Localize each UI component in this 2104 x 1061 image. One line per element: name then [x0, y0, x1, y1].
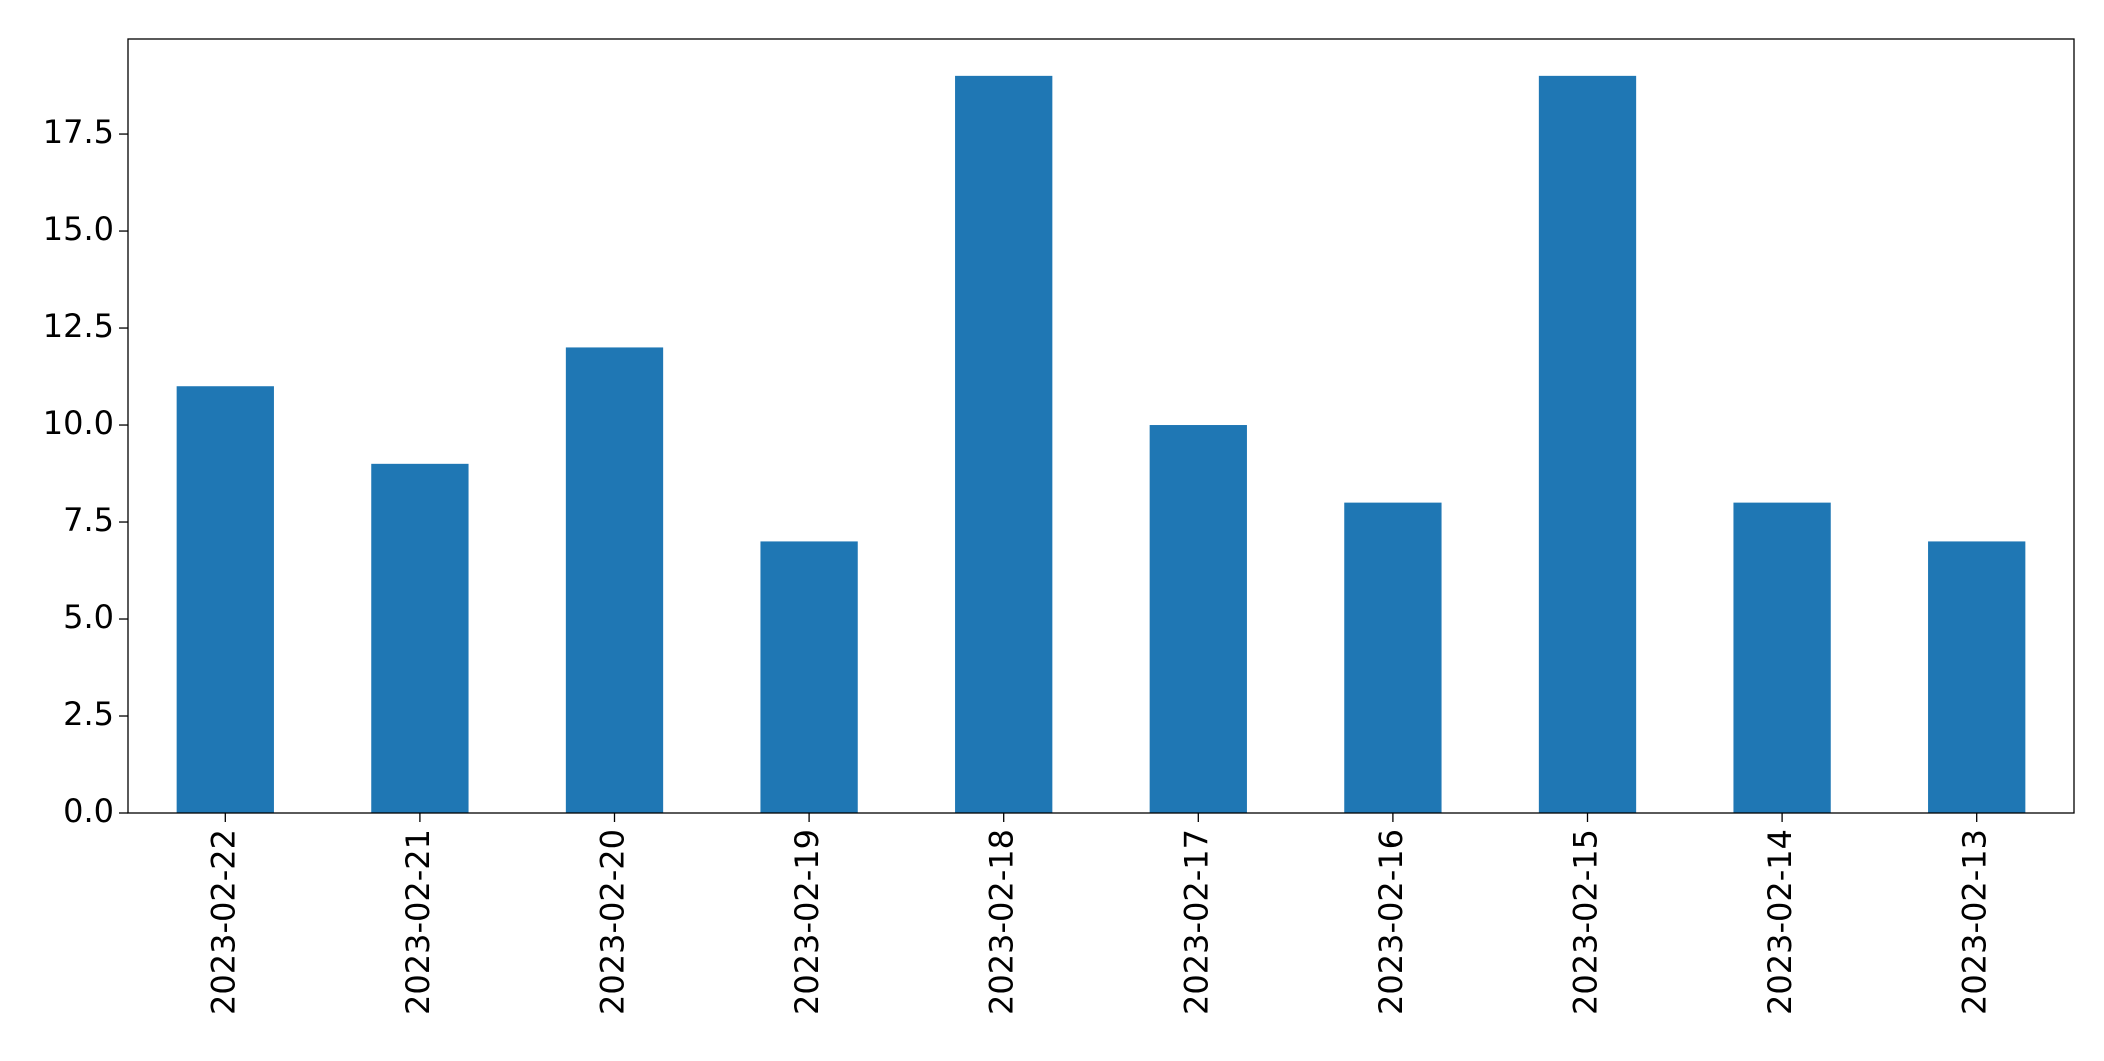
- y-tick-label: 17.5: [43, 113, 114, 151]
- x-tick-label: 2023-02-15: [1567, 829, 1605, 1015]
- y-tick-label: 15.0: [43, 210, 114, 248]
- x-tick-label: 2023-02-19: [788, 829, 826, 1015]
- x-tick-label: 2023-02-13: [1956, 829, 1994, 1015]
- y-tick-label: 5.0: [63, 598, 114, 636]
- bar: [1928, 541, 2026, 813]
- plot-frame: [127, 38, 2075, 814]
- bar: [565, 347, 664, 813]
- y-tick-label: 7.5: [63, 501, 114, 539]
- y-tick-label: 2.5: [63, 695, 114, 733]
- x-tick-label: 2023-02-22: [204, 829, 242, 1015]
- bar: [955, 75, 1053, 814]
- x-tick-label: 2023-02-20: [594, 829, 632, 1015]
- y-tick-label: 0.0: [63, 792, 114, 830]
- x-tick-label: 2023-02-21: [399, 829, 437, 1015]
- y-tick-label: 12.5: [43, 307, 114, 345]
- bar: [760, 541, 858, 813]
- bar: [1538, 75, 1637, 814]
- bar: [176, 386, 274, 813]
- bar: [1733, 502, 1831, 813]
- x-tick-label: 2023-02-16: [1372, 829, 1410, 1015]
- bar: [371, 463, 469, 813]
- x-tick-label: 2023-02-17: [1177, 829, 1215, 1015]
- y-tick-label: 10.0: [43, 404, 114, 442]
- bar: [1149, 425, 1247, 813]
- x-tick-label: 2023-02-14: [1761, 829, 1799, 1015]
- x-tick-label: 2023-02-18: [983, 829, 1021, 1015]
- bar: [1344, 502, 1442, 813]
